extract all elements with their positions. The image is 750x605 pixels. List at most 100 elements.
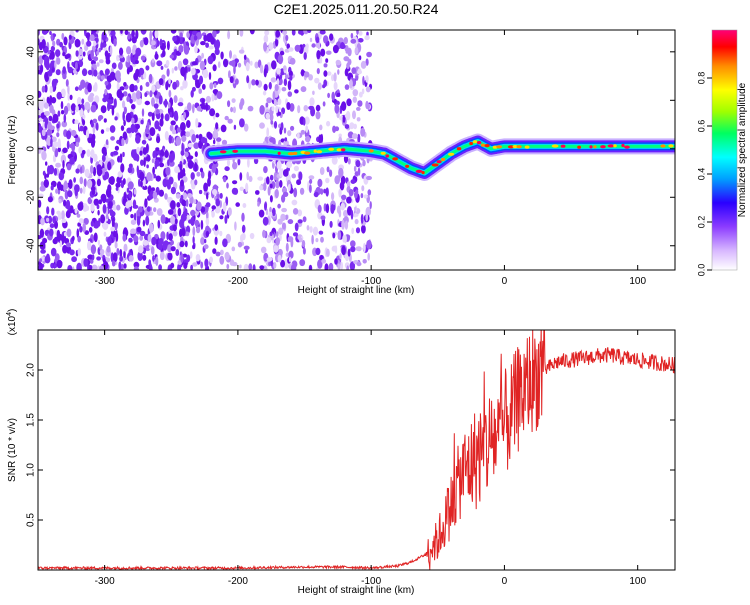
spectrogram-noise-speck: [287, 80, 292, 91]
spectrogram-noise-speck: [48, 69, 53, 77]
spectrogram-noise-speck: [154, 30, 159, 39]
snr-x-tick-label: 0: [502, 576, 508, 587]
spectrogram-noise-speck: [202, 69, 209, 79]
spectrogram-noise-speck: [149, 127, 156, 137]
spectrogram-noise-speck: [177, 102, 184, 107]
spectrogram-noise-speck: [215, 251, 221, 257]
spectrogram-noise-speck: [323, 70, 328, 77]
spectrogram-noise-speck: [308, 264, 313, 270]
spectrogram-signal-hotspot: [668, 144, 674, 148]
spectrogram-signal-hotspot: [392, 157, 398, 161]
spectrogram-noise-speck: [84, 30, 87, 37]
spectrogram-noise-speck: [355, 160, 361, 168]
spectrogram-noise-speck: [135, 47, 142, 57]
spectrogram-noise-speck: [89, 165, 94, 174]
spectrogram-noise-speck: [274, 188, 279, 199]
spectrogram-noise-speck: [151, 236, 157, 246]
spectrogram-noise-speck: [61, 32, 65, 40]
spectrogram-noise-speck: [276, 78, 280, 85]
spectrogram-noise-speck: [311, 234, 314, 245]
spectrogram-noise-speck: [110, 136, 115, 141]
spectrogram-noise-speck: [216, 137, 222, 142]
spectrogram-noise-speck: [275, 30, 281, 38]
spectrogram-noise-speck: [224, 115, 229, 121]
spectrogram-noise-speck: [350, 240, 356, 248]
spectrogram-noise-speck: [255, 79, 259, 86]
spectrogram-noise-speck: [231, 187, 238, 195]
spectrogram-noise-speck: [206, 131, 212, 139]
spectrogram-noise-speck: [354, 190, 358, 199]
spectrogram-noise-speck: [206, 211, 209, 220]
spectrogram-noise-speck: [60, 154, 67, 164]
spectrogram-noise-speck: [284, 214, 289, 220]
spectrogram-noise-speck: [269, 195, 273, 203]
spectrogram-noise-speck: [366, 175, 372, 181]
spectrogram-noise-speck: [335, 59, 341, 66]
spectrogram-noise-speck: [134, 60, 139, 64]
spectrogram-noise-speck: [366, 31, 369, 37]
spectrogram-noise-speck: [89, 92, 95, 98]
spectrogram-noise-speck: [93, 198, 100, 206]
spectrogram-noise-speck: [360, 127, 366, 137]
spectrogram-noise-speck: [144, 92, 148, 97]
spectrogram-noise-speck: [182, 79, 188, 89]
spectrogram-noise-speck: [251, 79, 256, 86]
spectrogram-noise-speck: [201, 52, 205, 59]
spectrogram-noise-speck: [59, 41, 63, 48]
spectrogram-noise-speck: [133, 235, 139, 243]
spectrogram-signal-hotspot: [507, 145, 515, 149]
spectrogram-noise-speck: [262, 216, 269, 226]
spectrogram-noise-speck: [84, 168, 90, 178]
spectrogram-noise-speck: [320, 48, 326, 57]
spectrogram-noise-speck: [87, 69, 93, 76]
colorbar-tick-label: 0.2: [696, 216, 706, 229]
spectrogram-noise-speck: [349, 79, 353, 89]
spectrogram-noise-speck: [51, 79, 57, 88]
spectrogram-noise-speck: [359, 91, 363, 98]
spectrogram-noise-speck: [190, 172, 195, 180]
spectrogram-noise-speck: [101, 146, 107, 155]
spectrogram-noise-speck: [288, 256, 292, 263]
spectrogram-noise-speck: [160, 214, 166, 224]
spectrogram-noise-speck: [173, 95, 178, 104]
spectrogram-noise-speck: [333, 81, 338, 91]
spectrogram-noise-speck: [144, 100, 150, 106]
spectrogram-noise-speck: [174, 218, 178, 225]
spectrogram-noise-speck: [116, 248, 120, 256]
spectrogram-noise-speck: [155, 256, 159, 267]
spectrogram-noise-speck: [297, 209, 303, 217]
spectrogram-noise-speck: [103, 231, 107, 237]
spectrogram-noise-speck: [114, 241, 118, 249]
spectrogram-noise-speck: [61, 110, 65, 115]
spectrogram-noise-speck: [279, 168, 283, 177]
spectrogram-noise-speck: [284, 137, 288, 142]
spectrogram-noise-speck: [174, 166, 180, 174]
spectrogram-noise-speck: [367, 252, 371, 261]
spectrogram-noise-speck: [155, 147, 160, 152]
spectrogram-signal-hotspot: [436, 160, 442, 164]
spectrogram-noise-speck: [81, 68, 88, 77]
spectrogram-noise-speck: [153, 207, 157, 213]
spectrogram-noise-speck: [152, 255, 155, 262]
spectrogram-noise-speck: [361, 88, 365, 95]
spectrogram-noise-speck: [219, 215, 224, 220]
spectrogram-noise-speck: [215, 112, 220, 118]
spectrogram-noise-speck: [298, 237, 303, 243]
spectrogram-noise-speck: [192, 244, 196, 250]
spectrogram-noise-speck: [234, 221, 237, 231]
spectrogram-noise-speck: [175, 249, 180, 256]
spectrogram-noise-speck: [363, 242, 366, 253]
spectrogram-noise-speck: [110, 226, 115, 232]
spectrogram-noise-speck: [262, 229, 266, 238]
spectrogram-noise-speck: [166, 40, 170, 51]
spectrogram-noise-speck: [223, 176, 227, 183]
spectrogram-x-tick-label: -200: [228, 276, 248, 287]
spectrogram-noise-speck: [229, 76, 234, 84]
spectrogram-noise-speck: [278, 227, 284, 235]
spectrogram-noise-speck: [52, 216, 56, 224]
spectrogram-noise-speck: [334, 103, 340, 114]
colorbar-ticks: 0.0 0.2 0.4 0.6 0.8: [696, 72, 712, 276]
spectrogram-noise-speck: [146, 164, 149, 169]
spectrogram-noise-speck: [304, 71, 310, 78]
spectrogram-noise-speck: [326, 120, 331, 127]
